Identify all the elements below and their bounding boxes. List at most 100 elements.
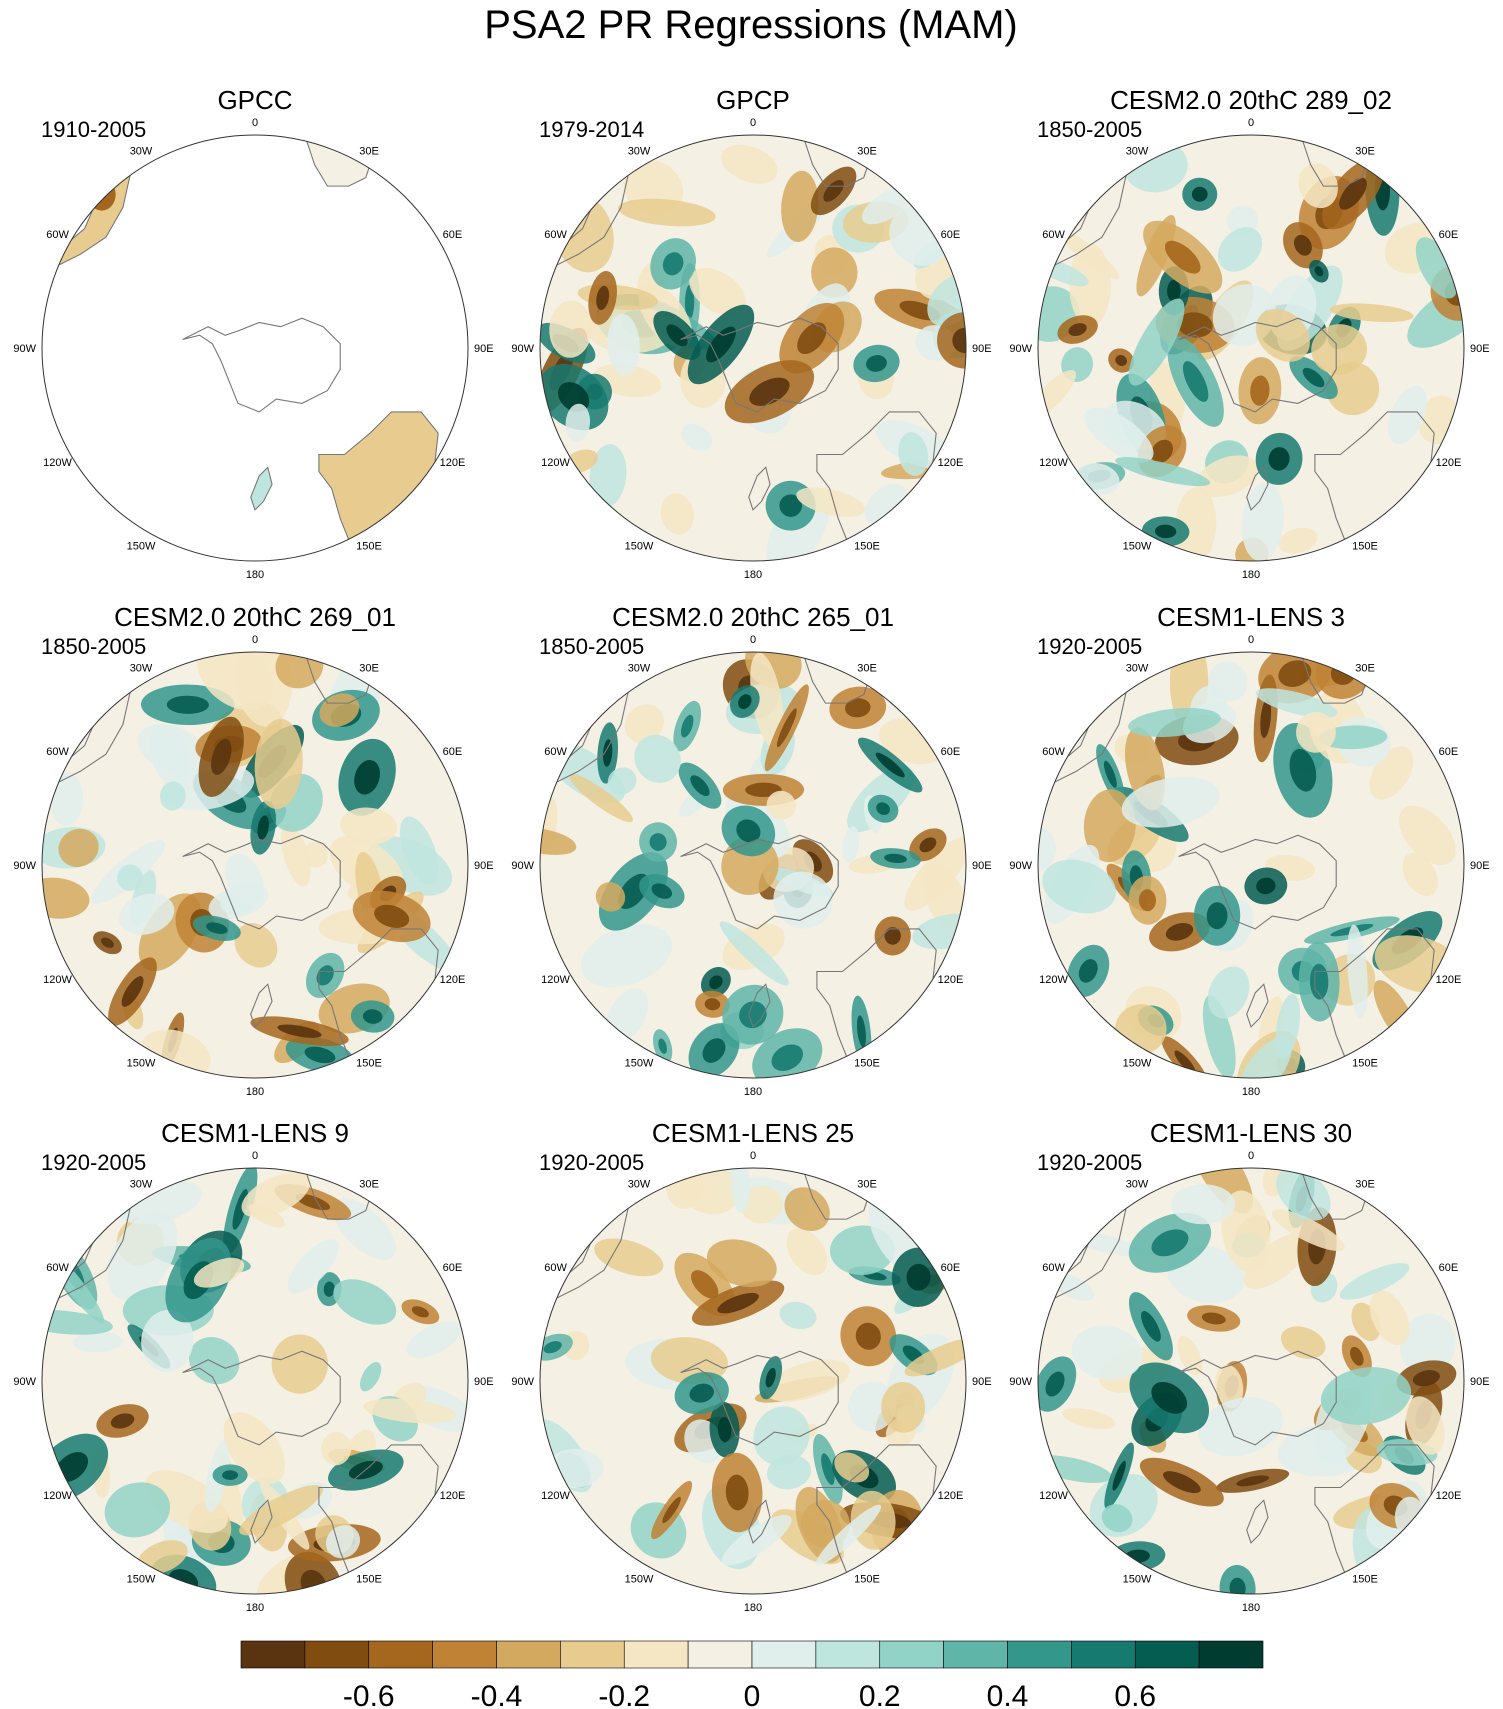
longitude-label: 60W: [46, 1262, 69, 1274]
colorbar-tick-label: -0.4: [471, 1680, 523, 1709]
longitude-label: 60W: [1042, 1262, 1065, 1274]
colorbar-tick-label: 0: [744, 1680, 761, 1709]
longitude-label: 90W: [1009, 343, 1032, 355]
longitude-label: 90E: [1470, 343, 1490, 355]
longitude-label: 30W: [1126, 1179, 1149, 1191]
longitude-label: 120E: [440, 1490, 466, 1502]
period-label: 1850-2005: [41, 634, 146, 659]
longitude-label: 150W: [625, 540, 654, 552]
panel-title: GPCC: [217, 85, 292, 115]
colorbar-tick-label: -0.6: [343, 1680, 395, 1709]
longitude-label: 60W: [1042, 229, 1065, 241]
map-panel: CESM1-LENS 3 1920-2005 0 30E 60E 90E 120E 150E 1…: [1009, 602, 1489, 1098]
longitude-label: 150W: [127, 540, 156, 552]
longitude-label: 0: [750, 634, 756, 646]
longitude-label: 120E: [440, 457, 466, 469]
period-label: 1850-2005: [539, 634, 644, 659]
map-frame: [539, 134, 967, 562]
longitude-label: 150W: [625, 1057, 654, 1069]
longitude-label: 120W: [43, 457, 72, 469]
colorbar-tick-label: 0.6: [1114, 1680, 1156, 1709]
longitude-label: 150E: [854, 540, 880, 552]
longitude-label: 90E: [474, 1376, 494, 1388]
colorbar-tick-label: 0.2: [859, 1680, 901, 1709]
colorbar-swatch: [496, 1640, 561, 1669]
colorbar-swatch: [1071, 1640, 1136, 1669]
longitude-label: 60E: [443, 229, 463, 241]
longitude-label: 30E: [359, 1179, 379, 1191]
regression-field: [42, 652, 468, 1078]
longitude-label: 30W: [130, 1179, 153, 1191]
longitude-label: 90E: [972, 1376, 992, 1388]
longitude-label: 90E: [1470, 1376, 1490, 1388]
longitude-label: 0: [252, 1150, 258, 1162]
map-panel: GPCP 1979-2014 0 30E 60E 90E 120E 150E 180 150W 12…: [511, 85, 991, 581]
longitude-label: 180: [1242, 1602, 1260, 1614]
coastline: [250, 983, 273, 1028]
longitude-label: 60E: [443, 1262, 463, 1274]
longitude-label: 120W: [43, 974, 72, 986]
regression-field: [42, 1168, 468, 1594]
longitude-label: 180: [1242, 1086, 1260, 1098]
longitude-label: 180: [246, 1086, 264, 1098]
period-label: 1920-2005: [539, 1150, 644, 1175]
figure-title: PSA2 PR Regressions (MAM): [484, 3, 1017, 47]
coastline: [182, 1350, 341, 1446]
longitude-label: 30E: [359, 146, 379, 158]
period-label: 1920-2005: [1037, 1150, 1142, 1175]
coastline: [250, 466, 273, 511]
colorbar-tick-label: 0.4: [987, 1680, 1029, 1709]
longitude-label: 90W: [511, 1376, 534, 1388]
colorbar-swatch: [560, 1640, 625, 1669]
panel-title: CESM2.0 20thC 265_01: [612, 602, 894, 632]
map-frame: [41, 651, 469, 1079]
longitude-label: 150E: [854, 1057, 880, 1069]
coastline: [1178, 317, 1337, 413]
longitude-label: 120W: [541, 1490, 570, 1502]
longitude-label: 150E: [356, 540, 382, 552]
longitude-label: 30E: [1355, 146, 1375, 158]
colorbar-swatch: [751, 1640, 817, 1669]
longitude-label: 30E: [857, 663, 877, 675]
longitude-label: 60E: [941, 746, 961, 758]
longitude-label: 120E: [440, 974, 466, 986]
longitude-label: 150W: [1123, 1573, 1152, 1585]
longitude-label: 0: [252, 634, 258, 646]
longitude-label: 60W: [544, 746, 567, 758]
longitude-label: 90W: [511, 860, 534, 872]
longitude-label: 90W: [13, 860, 36, 872]
coastline: [748, 983, 771, 1028]
coastline: [748, 466, 771, 511]
map-panel: CESM1-LENS 25 1920-2005 0 30E 60E 90E 120E 150E…: [511, 1118, 991, 1614]
longitude-label: 180: [744, 1086, 762, 1098]
regression-field: [1038, 652, 1464, 1078]
longitude-label: 30W: [628, 663, 651, 675]
longitude-label: 0: [750, 1150, 756, 1162]
map-panel: CESM1-LENS 30 1920-2005 0 30E 60E 90E 120E 150E…: [1009, 1118, 1489, 1614]
period-label: 1920-2005: [41, 1150, 146, 1175]
regression-field: [1038, 135, 1464, 561]
colorbar-swatch: [304, 1640, 370, 1669]
regression-field: [540, 1168, 966, 1594]
map-frame: [1037, 134, 1465, 562]
longitude-label: 150W: [127, 1057, 156, 1069]
coastline: [182, 834, 341, 930]
colorbar-swatch: [943, 1640, 1008, 1669]
longitude-label: 30W: [628, 146, 651, 158]
longitude-label: 120W: [43, 1490, 72, 1502]
regression-field: [540, 135, 966, 561]
map-frame: [1037, 651, 1465, 1079]
longitude-label: 90W: [1009, 860, 1032, 872]
panel-title: GPCP: [716, 85, 790, 115]
longitude-label: 180: [246, 1602, 264, 1614]
longitude-label: 120E: [1436, 974, 1462, 986]
longitude-label: 150E: [356, 1573, 382, 1585]
map-panel: CESM1-LENS 9 1920-2005 0 30E 60E 90E 120E 150E 1…: [13, 1118, 494, 1614]
longitude-label: 60W: [46, 746, 69, 758]
panel-title: CESM1-LENS 25: [652, 1118, 854, 1148]
longitude-label: 30W: [1126, 663, 1149, 675]
panel-title: CESM1-LENS 30: [1150, 1118, 1352, 1148]
panel-title: CESM1-LENS 9: [161, 1118, 349, 1148]
longitude-label: 120E: [1436, 1490, 1462, 1502]
